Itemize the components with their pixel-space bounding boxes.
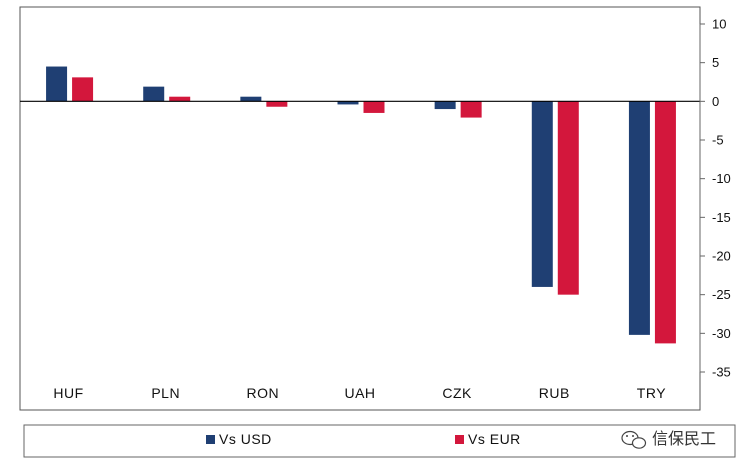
- legend-swatch-vs-eur: [455, 435, 464, 444]
- y-tick-label: -25: [712, 287, 731, 302]
- legend-swatch-vs-usd: [206, 435, 215, 444]
- y-tick-label: 5: [712, 55, 719, 70]
- bar-pln-vs-eur: [169, 96, 191, 102]
- bar-czk-vs-eur: [460, 101, 482, 118]
- x-label-try: TRY: [637, 385, 666, 401]
- bar-huf-vs-usd: [46, 66, 68, 102]
- bar-ron-vs-usd: [240, 96, 262, 102]
- bars-layer: [46, 66, 676, 344]
- watermark: 信保民工: [621, 429, 716, 449]
- x-label-pln: PLN: [151, 385, 180, 401]
- y-tick-label: -30: [712, 326, 731, 341]
- x-axis-labels: HUF PLN RON UAH CZK RUB TRY: [53, 385, 666, 401]
- bar-uah-vs-eur: [363, 101, 385, 113]
- legend-label-vs-eur: Vs EUR: [468, 431, 521, 447]
- bar-ron-vs-eur: [266, 101, 288, 107]
- x-label-huf: HUF: [53, 385, 83, 401]
- legend: Vs USD Vs EUR: [206, 431, 521, 447]
- y-tick-label: 10: [712, 17, 726, 32]
- wechat-icon: [621, 430, 647, 449]
- bar-try-vs-usd: [628, 101, 650, 335]
- x-label-rub: RUB: [539, 385, 570, 401]
- bar-pln-vs-usd: [143, 86, 165, 102]
- bar-uah-vs-usd: [337, 101, 359, 105]
- y-tick-label: -15: [712, 210, 731, 225]
- x-label-ron: RON: [247, 385, 280, 401]
- bar-rub-vs-usd: [531, 101, 553, 287]
- bar-czk-vs-usd: [434, 101, 456, 110]
- y-tick-label: -5: [712, 133, 724, 148]
- bar-huf-vs-eur: [72, 77, 94, 102]
- legend-label-vs-usd: Vs USD: [219, 431, 272, 447]
- y-tick-label: 0: [712, 94, 719, 109]
- x-label-czk: CZK: [442, 385, 472, 401]
- y-tick-label: -10: [712, 171, 731, 186]
- y-tick-label: -20: [712, 249, 731, 264]
- y-axis-ticks: 10 5 0 -5 -10 -15 -20 -25 -30 -35: [700, 17, 731, 380]
- bar-try-vs-eur: [654, 101, 676, 344]
- legend-box: [23, 424, 736, 458]
- x-label-uah: UAH: [344, 385, 375, 401]
- watermark-text: 信保民工: [652, 429, 716, 448]
- plot-frame: [19, 6, 701, 411]
- bar-rub-vs-eur: [557, 101, 579, 295]
- y-tick-label: -35: [712, 365, 731, 380]
